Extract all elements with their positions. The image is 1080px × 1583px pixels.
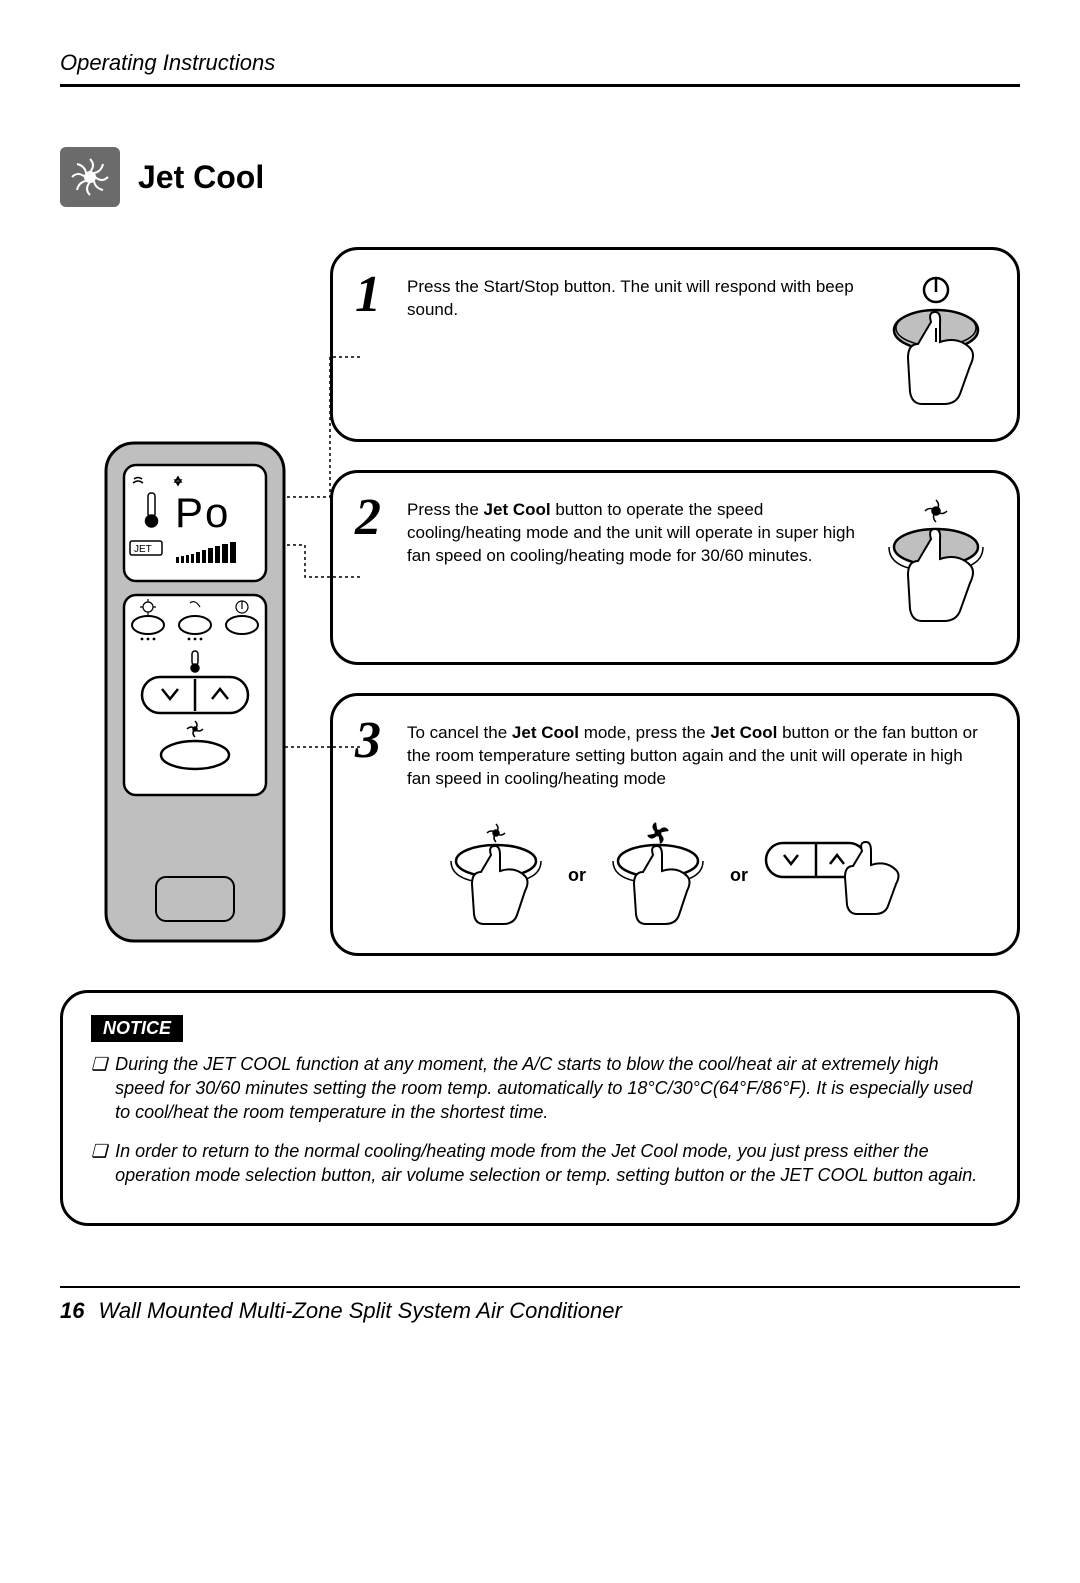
step-1-text: Press the Start/Stop button. The unit wi…: [407, 272, 867, 322]
notice-item: ❏ In order to return to the normal cooli…: [91, 1139, 989, 1188]
step-number: 2: [355, 495, 393, 542]
step-2-text: Press the Jet Cool button to operate the…: [407, 495, 867, 568]
step-1-graphic: [881, 272, 991, 417]
temp-button-press: [760, 831, 910, 921]
steps-column: 1 Press the Start/Stop button. The unit …: [330, 247, 1020, 956]
page-title: Jet Cool: [138, 159, 264, 196]
fan-button-press: [598, 821, 718, 931]
notice-item: ❏ During the JET COOL function at any mo…: [91, 1052, 989, 1125]
section-header: Operating Instructions: [60, 50, 1020, 87]
step-1-box: 1 Press the Start/Stop button. The unit …: [330, 247, 1020, 442]
step-number: 3: [355, 718, 393, 765]
jetcool-button-press: [436, 821, 556, 931]
notice-badge: NOTICE: [91, 1015, 183, 1042]
step-3-text: To cancel the Jet Cool mode, press the J…: [407, 718, 991, 791]
page-number: 16: [60, 1298, 84, 1324]
bullet-icon: ❏: [91, 1139, 107, 1188]
step-2-box: 2 Press the Jet Cool button to operate t…: [330, 470, 1020, 665]
step-3-button-row: or or: [355, 821, 991, 931]
jetcool-icon: [60, 147, 120, 207]
notice-box: NOTICE ❏ During the JET COOL function at…: [60, 990, 1020, 1226]
remote-column: Po JET: [60, 247, 330, 956]
bullet-icon: ❏: [91, 1052, 107, 1125]
or-label: or: [568, 865, 586, 886]
step-3-box: 3 To cancel the Jet Cool mode, press the…: [330, 693, 1020, 956]
step-2-graphic: [881, 495, 991, 640]
or-label: or: [730, 865, 748, 886]
svg-text:Po: Po: [175, 489, 230, 536]
svg-text:JET: JET: [134, 544, 152, 555]
page-footer: 16 Wall Mounted Multi-Zone Split System …: [60, 1286, 1020, 1324]
title-row: Jet Cool: [60, 147, 1020, 207]
step-number: 1: [355, 272, 393, 319]
footer-title: Wall Mounted Multi-Zone Split System Air…: [98, 1298, 621, 1324]
remote-control-illustration: Po JET: [100, 437, 290, 947]
